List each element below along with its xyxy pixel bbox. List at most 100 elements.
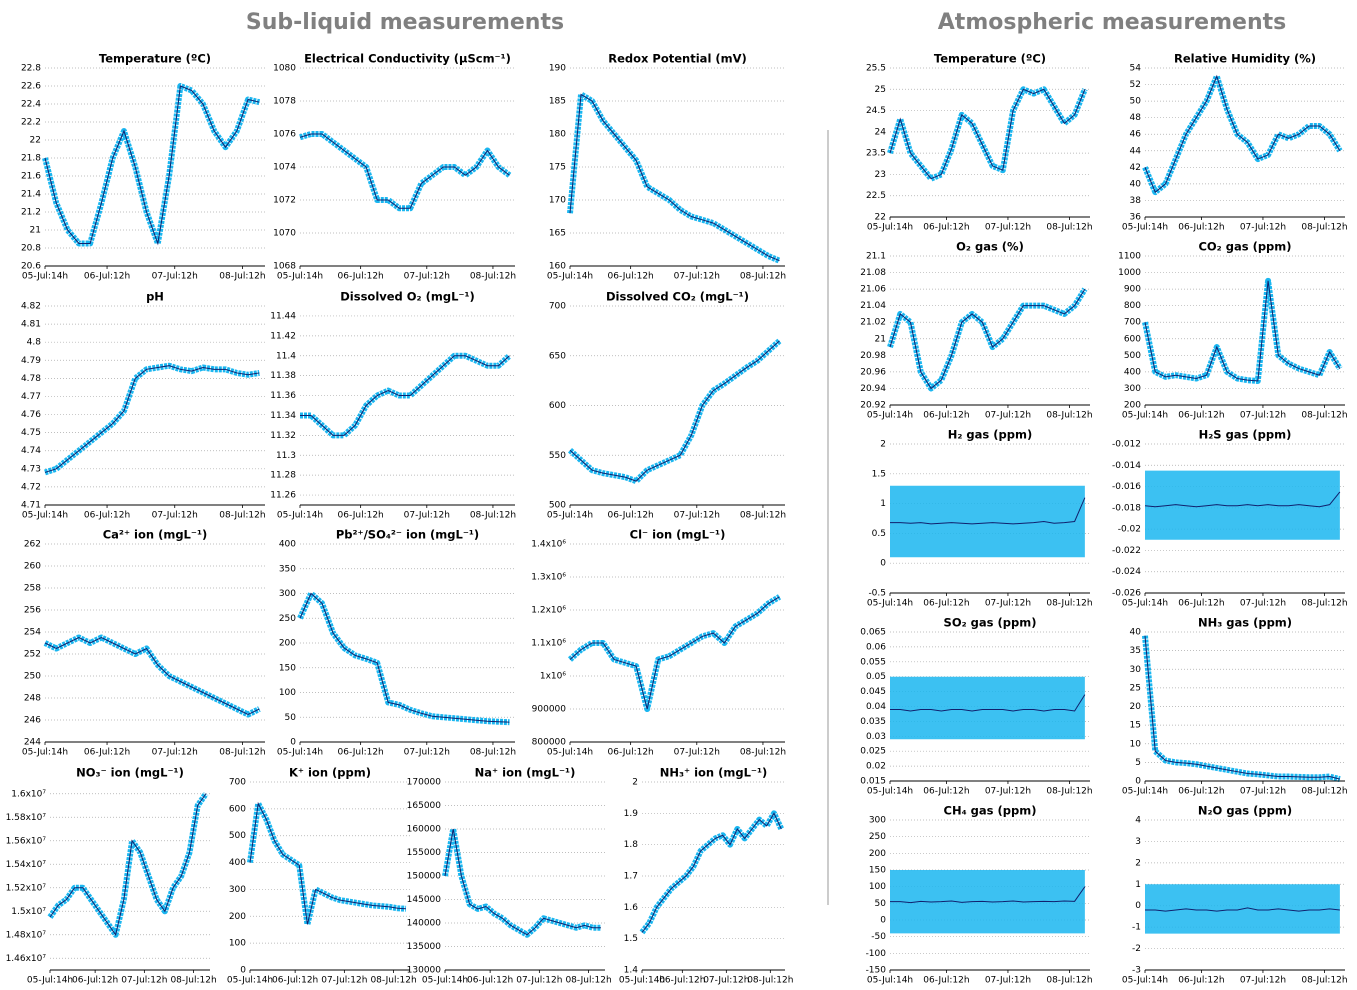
x-tick-label: 05-Jul:14h [867,976,913,986]
y-tick-label: 100 [279,688,296,698]
y-tick-label: 0.06 [866,642,886,652]
x-tick-label: 07-Jul:12h [703,976,749,986]
measurement-points [887,86,1088,182]
x-tick-label: 07-Jul:12h [404,511,450,521]
y-tick-label: 4.72 [21,482,41,492]
x-tick-label: 05-Jul:14h [27,976,73,986]
x-tick-label: 05-Jul:14h [547,748,593,758]
y-tick-label: 20.96 [860,367,886,377]
y-tick-label: 1.4 [624,966,639,976]
y-tick-label: 24 [875,127,887,137]
y-tick-label: 1068 [273,262,296,272]
y-tick-label: 11.44 [270,311,296,321]
y-tick-label: 400 [229,858,246,868]
x-tick-label: 05-Jul:14h [1122,411,1168,421]
x-tick-label: 05-Jul:14h [867,223,913,233]
x-tick-label: 05-Jul:14h [277,748,323,758]
y-tick-label: 262 [24,540,41,550]
y-tick-label: 20.92 [860,401,886,411]
y-tick-label: 0.04 [866,702,886,712]
y-tick-label: 300 [1124,384,1141,394]
x-tick-label: 08-Jul:12h [1301,787,1347,797]
y-tick-label: 0.02 [866,762,886,772]
y-tick-label: 42 [1130,163,1141,173]
y-tick-label: 21.8 [21,154,41,164]
y-tick-label: 700 [549,302,566,312]
y-tick-label: 180 [549,130,566,140]
y-tick-label: 1072 [273,196,296,206]
y-tick-label: 0 [1135,901,1141,911]
y-tick-label: 260 [24,562,41,572]
y-tick-label: 1078 [273,97,296,107]
x-tick-label: 06-Jul:12h [84,748,130,758]
y-tick-label: 100 [229,939,246,949]
y-tick-label: 20.6 [21,262,41,272]
x-tick-label: 07-Jul:12h [1240,223,1286,233]
x-tick-label: 08-Jul:12h [370,976,416,986]
y-tick-label: 0 [880,559,886,569]
y-tick-label: 1.4x10⁶ [531,540,566,550]
x-tick-label: 05-Jul:14h [277,511,323,521]
y-tick-label: 4.71 [21,501,41,511]
y-tick-label: 36 [1130,213,1142,223]
y-tick-label: 21 [875,334,886,344]
y-tick-label: 0.065 [860,628,886,638]
x-tick-label: 08-Jul:12h [1046,411,1092,421]
x-tick-label: 05-Jul:14h [277,272,323,282]
y-tick-label: 150 [279,663,296,673]
trend-line [1144,635,1340,780]
x-tick-label: 06-Jul:12h [608,748,654,758]
y-tick-label: 165 [549,229,566,239]
y-tick-label: 22.8 [21,64,41,74]
x-tick-label: 06-Jul:12h [608,511,654,521]
x-tick-label: 08-Jul:12h [219,748,265,758]
y-tick-label: 1100 [1118,252,1141,262]
y-tick-label: 175 [549,163,566,173]
x-tick-label: 06-Jul:12h [72,976,118,986]
x-tick-label: 06-Jul:12h [84,272,130,282]
chart-title: CH₄ gas (ppm) [944,804,1037,818]
x-tick-label: 06-Jul:12h [272,976,318,986]
x-tick-label: 08-Jul:12h [565,976,611,986]
chart-title: Redox Potential (mV) [608,52,747,66]
y-tick-label: 21.1 [866,252,886,262]
y-tick-label: 1070 [273,229,296,239]
measurement-band [890,485,1085,558]
y-tick-label: -1 [1132,923,1141,933]
trend-line [299,133,510,209]
x-tick-label: 05-Jul:14h [22,748,68,758]
measurement-points [567,91,781,264]
x-tick-label: 07-Jul:12h [985,599,1031,609]
y-tick-label: 248 [24,694,41,704]
trend-line [569,93,780,262]
chart-title: CO₂ gas (ppm) [1198,240,1291,254]
y-tick-label: 500 [229,831,246,841]
x-tick-label: 07-Jul:12h [985,411,1031,421]
y-tick-label: 4 [1135,816,1141,826]
y-tick-label: 22.5 [866,191,886,201]
y-tick-label: 400 [279,540,296,550]
y-tick-label: 40 [1130,179,1142,189]
x-tick-label: 06-Jul:12h [923,787,969,797]
x-tick-label: 06-Jul:12h [1178,411,1224,421]
x-tick-label: 05-Jul:14h [1122,223,1168,233]
y-tick-label: 300 [869,816,886,826]
y-tick-label: -0.012 [1112,440,1141,450]
x-tick-label: 07-Jul:12h [152,511,198,521]
trend-line [44,636,260,716]
x-tick-label: 07-Jul:12h [404,272,450,282]
y-tick-label: 160000 [407,825,442,835]
measurement-points [567,338,782,485]
y-tick-label: 44 [1130,146,1142,156]
y-tick-label: 800000 [532,738,567,748]
x-tick-label: 06-Jul:12h [923,976,969,986]
y-tick-label: 1.48x10⁷ [6,930,47,940]
y-tick-label: 250 [869,832,886,842]
measurement-points [442,826,601,938]
y-tick-label: 25.5 [866,64,886,74]
y-tick-label: 1074 [273,163,296,173]
y-tick-label: 200 [229,912,246,922]
trend-line [49,793,207,936]
y-tick-label: 52 [1130,80,1141,90]
y-tick-label: 11.32 [270,431,296,441]
